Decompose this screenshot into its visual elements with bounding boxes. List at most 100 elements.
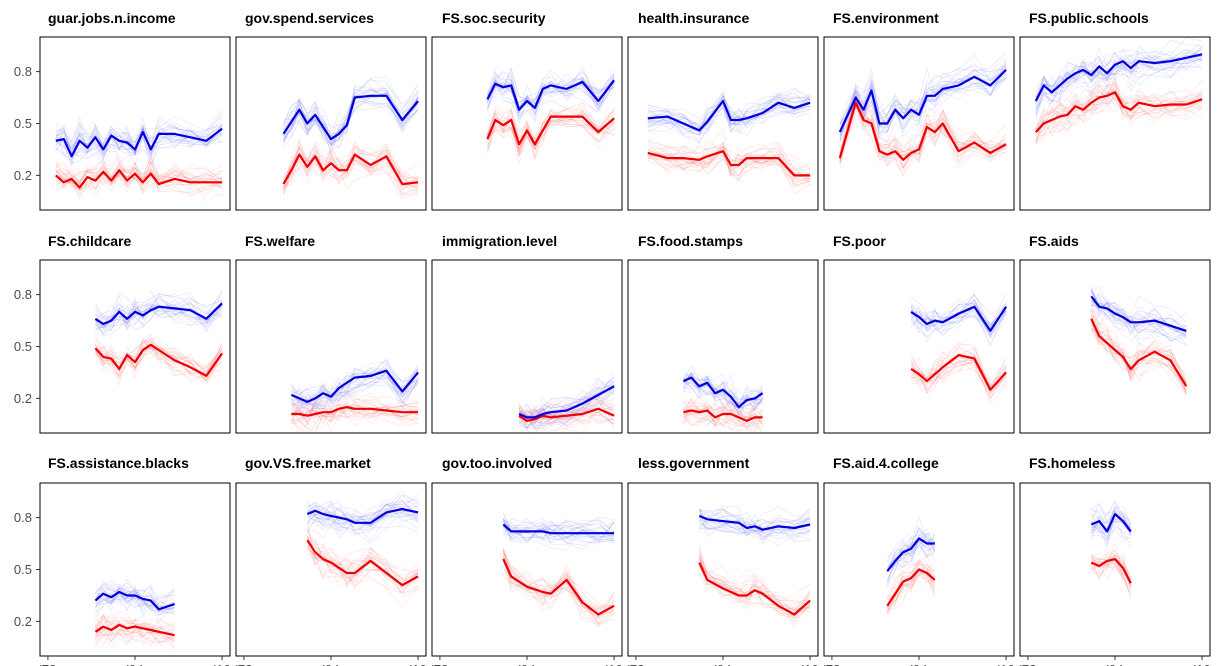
blue-bootstrap-trace — [518, 386, 615, 419]
red-bootstrap-trace — [518, 398, 615, 423]
blue-bootstrap-trace — [1091, 523, 1131, 542]
blue-bootstrap-trace — [647, 93, 811, 129]
red-bootstrap-trace — [647, 146, 811, 182]
blue-bootstrap-trace — [887, 538, 935, 570]
red-bootstrap-trace — [647, 151, 811, 184]
panel-border — [823, 259, 1015, 434]
red-bootstrap-trace — [95, 334, 223, 372]
panel-FS-soc-security: FS.soc.security — [431, 10, 623, 211]
blue-bootstrap-trace — [699, 527, 811, 546]
panel-title: gov.too.involved — [442, 455, 552, 471]
blue-bootstrap-trace — [887, 527, 935, 575]
red-bootstrap-trace — [887, 567, 936, 608]
red-bootstrap-trace — [291, 400, 419, 425]
blue-bootstrap-trace — [291, 380, 419, 415]
x-tick-label: '94 — [323, 662, 340, 666]
red-bootstrap-trace — [55, 157, 223, 187]
red-bootstrap-trace — [647, 141, 811, 177]
red-bootstrap-trace — [307, 545, 419, 580]
x-tick-label: '94 — [519, 662, 536, 666]
red-bootstrap-trace — [839, 83, 1007, 162]
blue-bootstrap-trace — [1035, 37, 1203, 88]
red-bootstrap-trace — [487, 114, 615, 159]
red-bootstrap-trace — [95, 615, 175, 636]
red-bootstrap-trace — [503, 559, 615, 607]
red-bootstrap-trace — [1091, 310, 1187, 384]
panel-FS-environment: FS.environment — [823, 10, 1015, 211]
panel-border — [627, 259, 819, 434]
blue-bootstrap-trace — [1035, 52, 1203, 116]
blue-bootstrap-trace — [647, 98, 811, 133]
blue-bootstrap-trace — [1091, 507, 1132, 534]
blue-bootstrap-trace — [291, 368, 419, 407]
blue-bootstrap-trace — [487, 75, 615, 112]
red-bootstrap-trace — [291, 392, 419, 417]
blue-bootstrap-trace — [291, 384, 419, 422]
panel-title: gov.VS.free.market — [245, 455, 371, 471]
blue-bootstrap-trace — [95, 583, 175, 606]
blue-bootstrap-trace — [95, 289, 223, 324]
blue-bootstrap-trace — [518, 380, 615, 419]
blue-bootstrap-trace — [699, 518, 811, 542]
blue-bootstrap-trace — [307, 499, 419, 532]
red-bootstrap-trace — [910, 360, 1007, 394]
red-bootstrap-trace — [283, 159, 419, 200]
red-bootstrap-trace — [1035, 79, 1203, 129]
blue-bootstrap-trace — [95, 304, 223, 330]
red-bootstrap-trace — [55, 163, 223, 191]
red-bootstrap-trace — [839, 101, 1007, 160]
red-bootstrap-trace — [518, 409, 615, 432]
red-bootstrap-trace — [95, 618, 175, 638]
red-bootstrap-trace — [95, 616, 175, 649]
red-bootstrap-trace — [683, 400, 763, 425]
red-bootstrap-trace — [307, 535, 419, 575]
red-bootstrap-trace — [647, 152, 811, 176]
red-bootstrap-trace — [1091, 561, 1131, 581]
x-tick-label: '16 — [214, 662, 231, 666]
red-bootstrap-trace — [487, 109, 615, 153]
panel-border — [431, 259, 623, 434]
blue-bootstrap-trace — [518, 378, 615, 420]
red-bootstrap-trace — [1035, 97, 1203, 143]
blue-bootstrap-trace — [283, 88, 419, 136]
blue-bootstrap-trace — [307, 500, 419, 530]
red-bootstrap-trace — [839, 93, 1007, 161]
blue-bootstrap-trace — [699, 513, 811, 533]
blue-bootstrap-trace — [307, 494, 419, 525]
red-bootstrap-trace — [291, 401, 419, 425]
red-bootstrap-trace — [503, 560, 615, 625]
blue-bootstrap-trace — [307, 500, 419, 523]
blue-series-line — [518, 385, 615, 419]
blue-bootstrap-trace — [283, 92, 419, 141]
blue-bootstrap-trace — [95, 586, 175, 611]
red-bootstrap-trace — [291, 390, 419, 416]
red-bootstrap-trace — [887, 567, 936, 612]
red-bootstrap-trace — [1035, 98, 1203, 145]
blue-bootstrap-trace — [647, 99, 811, 134]
blue-bootstrap-trace — [839, 60, 1007, 121]
blue-bootstrap-trace — [839, 73, 1007, 132]
blue-bootstrap-trace — [683, 365, 763, 406]
blue-bootstrap-trace — [503, 512, 615, 539]
red-bootstrap-trace — [911, 361, 1007, 404]
blue-bootstrap-trace — [291, 366, 419, 405]
blue-bootstrap-trace — [683, 371, 763, 414]
blue-bootstrap-trace — [1035, 58, 1203, 120]
red-bootstrap-trace — [1035, 77, 1203, 131]
red-bootstrap-trace — [503, 567, 615, 627]
blue-bootstrap-trace — [647, 104, 811, 136]
blue-bootstrap-trace — [307, 505, 419, 534]
panel-title: immigration.level — [442, 233, 557, 249]
red-bootstrap-trace — [518, 408, 615, 419]
red-bootstrap-trace — [1091, 556, 1132, 586]
blue-bootstrap-trace — [503, 526, 615, 541]
red-bootstrap-trace — [839, 95, 1007, 164]
red-bootstrap-trace — [647, 151, 811, 188]
red-bootstrap-trace — [683, 408, 763, 428]
blue-bootstrap-trace — [647, 93, 811, 130]
blue-series-line — [886, 537, 935, 572]
red-bootstrap-trace — [1091, 315, 1187, 377]
red-bootstrap-trace — [1091, 314, 1187, 378]
red-bootstrap-trace — [1091, 323, 1187, 391]
blue-bootstrap-trace — [95, 585, 175, 608]
